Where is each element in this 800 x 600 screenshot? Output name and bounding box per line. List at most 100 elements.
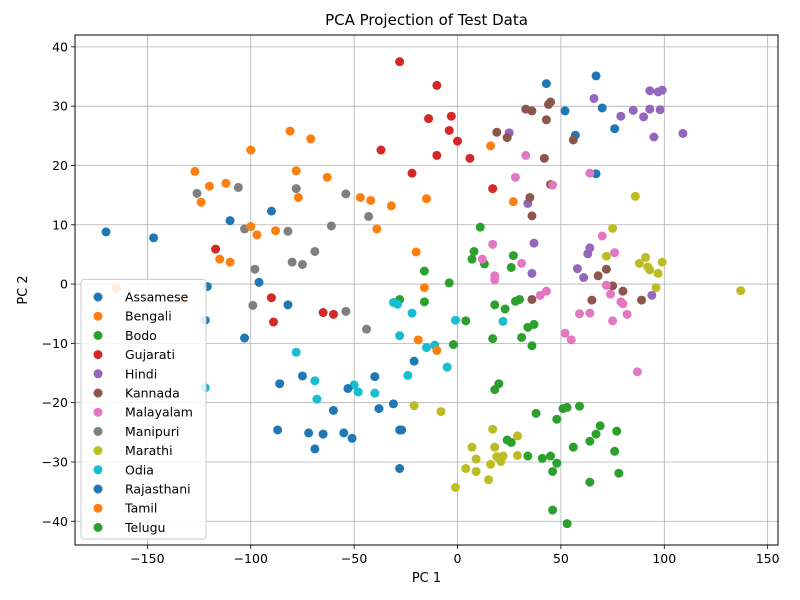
data-point [395,464,405,473]
y-tick-label: 30 [52,99,68,114]
x-tick-label: 100 [652,551,676,566]
data-point [508,251,518,261]
data-point [597,231,607,241]
data-point [364,211,374,221]
data-point [411,247,421,257]
data-point [283,226,293,236]
x-tick-label: 150 [756,551,780,566]
data-point [606,289,616,299]
legend-label: Assamese [125,290,189,305]
data-point [498,451,508,461]
data-point [517,332,527,342]
data-point [322,172,332,182]
data-point [525,192,535,202]
data-point [339,428,349,438]
data-point [548,505,558,515]
data-point [618,299,628,309]
data-point [297,260,307,269]
data-point [419,297,429,307]
y-tick-label: 20 [52,158,68,173]
data-point [510,172,520,182]
data-point [341,306,351,316]
legend-marker [93,292,103,302]
legend-label: Gujarati [125,347,175,362]
data-point [312,394,322,404]
data-point [196,197,206,207]
data-point [432,345,442,355]
data-point [370,388,380,398]
data-point [595,421,605,431]
data-point [546,451,556,461]
data-point [328,309,338,319]
legend-marker [93,503,103,513]
data-point [560,106,570,116]
data-point [539,153,549,163]
data-point [502,133,512,143]
data-point [566,335,576,345]
data-point [568,442,578,452]
data-point [601,280,611,290]
chart-title: PCA Projection of Test Data [325,11,528,29]
y-tick-label: −10 [42,336,68,351]
legend-marker [93,311,103,321]
data-point [568,135,578,145]
data-point [678,128,688,138]
y-tick-label: 40 [52,39,68,54]
data-point [310,376,320,386]
legend-label: Hindi [125,366,157,381]
legend-label: Telugu [124,520,165,535]
data-point [585,243,595,253]
axis-ticks: −150 −100 −50 0 50 100 150−40−30−20−1001020304… [42,39,780,566]
data-point [386,201,396,211]
data-point [498,316,508,326]
data-point [490,442,500,452]
data-point [488,184,498,194]
data-point [436,407,446,417]
data-point [517,258,527,268]
data-point [306,134,316,144]
data-point [591,71,601,81]
data-point [407,308,417,318]
data-point [271,226,281,236]
data-point [585,436,595,446]
data-point [486,459,496,469]
legend-marker [93,522,103,532]
data-point [395,331,405,341]
data-point [372,224,382,234]
data-point [442,362,452,372]
data-point [450,482,460,492]
data-point [297,371,307,381]
x-tick-label: 0 [454,551,462,566]
data-point [610,248,620,258]
data-point [630,191,640,201]
data-point [465,153,475,163]
data-point [291,166,301,176]
data-point [397,425,407,435]
data-point [287,257,297,267]
legend-label: Bengali [125,309,172,324]
data-point [291,184,301,194]
data-point [432,80,442,90]
data-point [562,519,572,529]
data-point [632,367,642,377]
data-point [192,188,202,198]
data-point [645,104,655,114]
data-point [246,145,256,155]
data-point [273,425,283,435]
data-point [471,454,481,464]
data-point [285,126,295,136]
data-point [597,103,607,113]
data-point [572,264,582,274]
data-point [552,458,562,468]
data-point [548,180,558,190]
data-point [343,383,353,393]
data-point [310,246,320,256]
data-point [248,300,258,310]
data-point [531,408,541,418]
data-point [488,239,498,249]
data-point [506,437,516,447]
data-point [490,300,500,310]
data-point [446,111,456,121]
data-point [484,475,494,485]
